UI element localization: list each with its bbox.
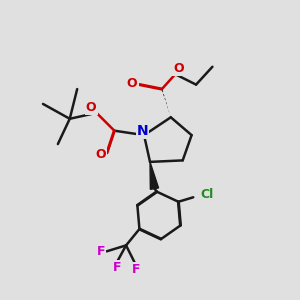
Text: O: O bbox=[86, 101, 97, 114]
Text: F: F bbox=[113, 261, 122, 274]
Text: O: O bbox=[173, 62, 184, 75]
Text: O: O bbox=[96, 148, 106, 161]
Text: F: F bbox=[132, 263, 141, 276]
Text: F: F bbox=[97, 245, 105, 258]
Polygon shape bbox=[150, 162, 159, 189]
Text: O: O bbox=[127, 76, 137, 90]
Text: Cl: Cl bbox=[200, 188, 213, 201]
Text: N: N bbox=[137, 124, 148, 138]
